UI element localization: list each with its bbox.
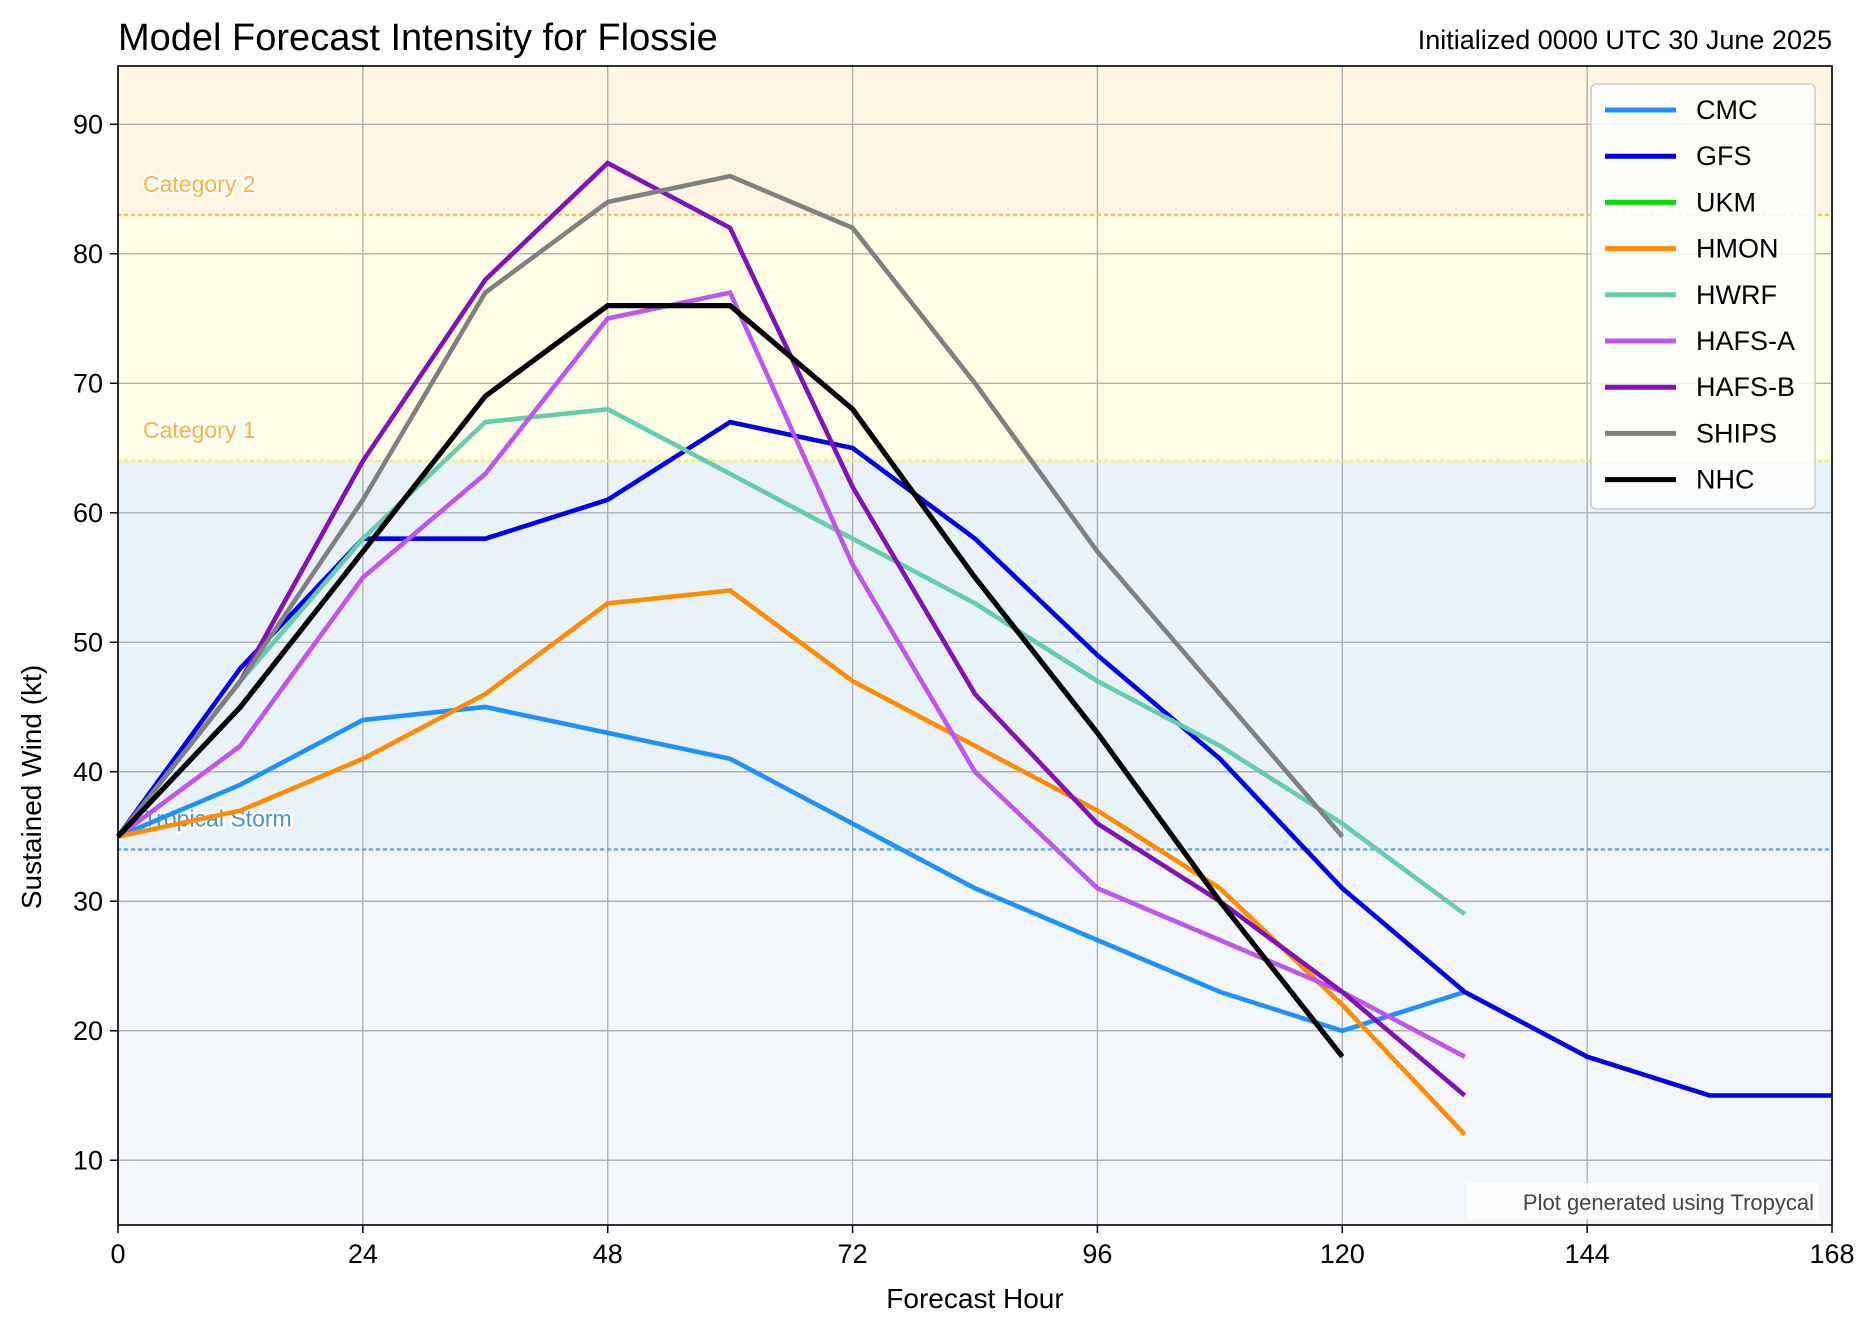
y-tick-label-80: 80 [73,239,103,269]
y-tick-label-40: 40 [73,757,103,787]
series-line-hwrf [116,406,1467,917]
legend-label-hwrf: HWRF [1696,280,1777,310]
legend-label-hafs-b: HAFS-B [1696,372,1795,402]
series-line-hafs-a [116,289,1466,1059]
x-tick-label-0: 0 [110,1239,125,1269]
x-axis-label: Forecast Hour [886,1283,1063,1314]
y-tick-label-20: 20 [73,1016,103,1046]
y-tick-label-30: 30 [73,886,103,916]
x-tick-label-72: 72 [838,1239,868,1269]
x-tick-label-24: 24 [348,1239,378,1269]
band-1 [118,460,1832,850]
plot-frame [117,65,1833,1226]
band-2 [118,214,1832,461]
legend-label-ukm: UKM [1696,187,1756,217]
y-axis-label: Sustained Wind (kt) [16,665,47,909]
credit-box: Plot generated using Tropycal [1466,1183,1818,1219]
threshold-label-2: Category 2 [143,171,256,197]
y-axis-ticks: 10 20 30 40 50 60 70 80 90 [73,109,118,1175]
series-line-hmon [117,588,1467,1136]
series-line-gfs [116,419,1832,1098]
intensity-bands [118,66,1832,1225]
credit-text: Plot generated using Tropycal [1523,1190,1814,1215]
band-0 [118,849,1832,1225]
series-line-cmc [117,704,1466,1034]
x-tick-label-48: 48 [593,1239,623,1269]
legend-label-ships: SHIPS [1696,418,1777,448]
series-lines [116,160,1832,1136]
threshold-label-1: Category 1 [143,417,256,443]
x-tick-label-144: 144 [1565,1239,1610,1269]
legend-label-hafs-a: HAFS-A [1696,326,1795,356]
band-3 [118,66,1832,215]
chart-subtitle: Initialized 0000 UTC 30 June 2025 [1418,25,1832,55]
legend-label-hmon: HMON [1696,234,1779,264]
legend-label-nhc: NHC [1696,465,1755,495]
x-tick-label-96: 96 [1082,1239,1112,1269]
legend-box [1590,83,1816,510]
x-tick-label-168: 168 [1809,1239,1854,1269]
series-line-nhc [116,303,1345,1059]
x-tick-label-120: 120 [1320,1239,1365,1269]
legend-label-gfs: GFS [1696,141,1752,171]
y-tick-label-70: 70 [73,368,103,398]
legend: CMC GFS UKM HMON HWRF HAFS-A HAFS-B SHIPS NHC [1590,83,1816,510]
series-line-ships [116,173,1345,838]
y-tick-label-10: 10 [73,1145,103,1175]
legend-label-cmc: CMC [1696,95,1758,125]
y-tick-label-60: 60 [73,498,103,528]
y-tick-label-90: 90 [73,109,103,139]
x-axis-ticks: 0 24 48 72 96 120 144 168 [110,1225,1855,1269]
chart-title: Model Forecast Intensity for Flossie [118,17,718,59]
y-tick-label-50: 50 [73,627,103,657]
